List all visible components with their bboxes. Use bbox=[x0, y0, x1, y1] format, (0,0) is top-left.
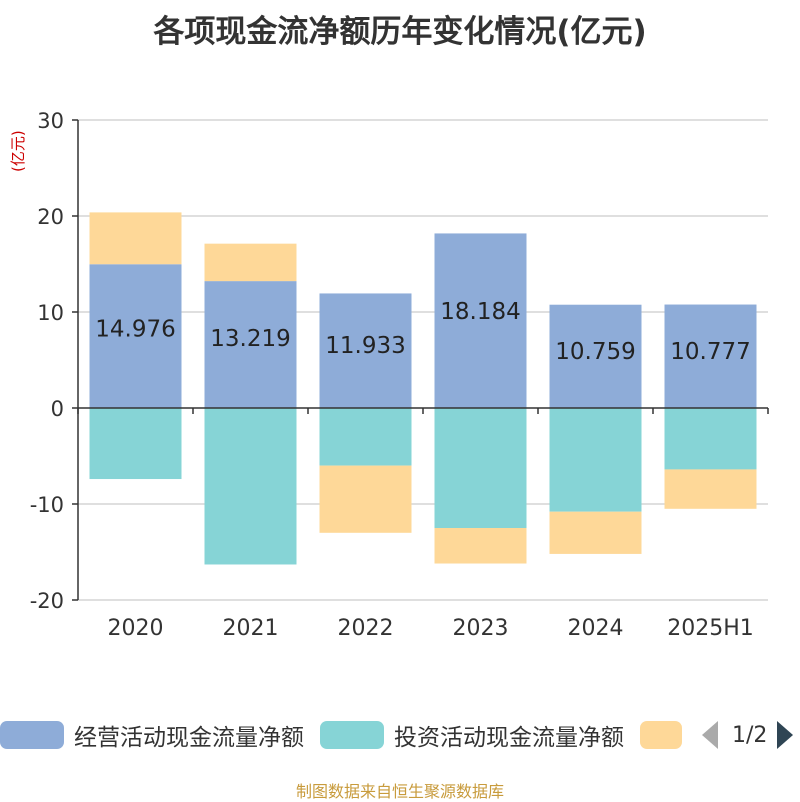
grid-lines bbox=[78, 119, 768, 601]
data-label: 13.219 bbox=[210, 326, 290, 352]
bars bbox=[89, 212, 757, 565]
bar-third-2021 bbox=[204, 243, 297, 282]
bar-operating-2024 bbox=[549, 304, 642, 408]
pager-prev-icon[interactable] bbox=[702, 721, 718, 749]
bar-operating-2021 bbox=[204, 281, 297, 408]
bar-investing-2020 bbox=[89, 408, 182, 480]
data-label: 14.976 bbox=[95, 316, 175, 342]
x-tick-label: 2023 bbox=[453, 616, 509, 641]
x-tick-label: 2025H1 bbox=[667, 616, 754, 641]
bar-investing-2024 bbox=[549, 408, 642, 512]
bar-operating-2020 bbox=[89, 264, 182, 408]
axes: 30 20 10 0 -10 -20 2020 2021 2022 2023 2024 2025H1 bbox=[30, 109, 769, 641]
bar-investing-2025H1 bbox=[664, 408, 757, 470]
bar-operating-2025H1 bbox=[664, 304, 757, 408]
bar-third-2020 bbox=[89, 212, 182, 265]
x-tick-label: 2020 bbox=[108, 616, 164, 641]
y-tick-label: -20 bbox=[30, 589, 64, 613]
legend-item-third[interactable] bbox=[640, 715, 692, 755]
bar-investing-2021 bbox=[204, 408, 297, 565]
bar-investing-2022 bbox=[319, 408, 412, 466]
bar-third-2022 bbox=[319, 465, 412, 533]
bar-operating-2023 bbox=[434, 233, 527, 408]
data-label: 11.933 bbox=[325, 333, 405, 359]
data-label: 10.759 bbox=[555, 339, 635, 365]
bar-investing-2023 bbox=[434, 408, 527, 528]
data-labels: 14.976 13.219 11.933 18.184 10.759 10.777 bbox=[95, 299, 750, 365]
y-tick-label: 20 bbox=[37, 205, 64, 229]
x-tick-label: 2022 bbox=[338, 616, 394, 641]
y-tick-label: 0 bbox=[51, 397, 64, 421]
legend-swatch-operating bbox=[0, 721, 64, 749]
pager-page-indicator: 1/2 bbox=[732, 722, 768, 748]
x-tick-label: 2021 bbox=[223, 616, 279, 641]
y-tick-label: -10 bbox=[30, 493, 64, 517]
chart-title: 各项现金流净额历年变化情况(亿元) bbox=[153, 14, 647, 50]
bar-third-2025H1 bbox=[664, 469, 757, 509]
y-tick-label: 10 bbox=[37, 301, 64, 325]
bar-operating-2022 bbox=[319, 293, 412, 408]
pager-next-icon[interactable] bbox=[777, 721, 794, 749]
data-label: 18.184 bbox=[440, 299, 520, 325]
legend-item-investing[interactable]: 投资活动现金流量净额 bbox=[320, 715, 624, 755]
x-tick-label: 2024 bbox=[568, 616, 624, 641]
legend-label-operating: 经营活动现金流量净额 bbox=[74, 725, 304, 751]
data-source-note: 制图数据来自恒生聚源数据库 bbox=[295, 782, 504, 801]
bar-third-2023 bbox=[434, 528, 527, 564]
legend-pager: 1/2 bbox=[700, 718, 800, 752]
data-label: 10.777 bbox=[670, 339, 750, 365]
legend-label-investing: 投资活动现金流量净额 bbox=[394, 725, 624, 751]
legend-swatch-investing bbox=[320, 721, 384, 749]
y-tick-label: 30 bbox=[37, 109, 64, 133]
bar-third-2024 bbox=[549, 511, 642, 554]
legend-swatch-third bbox=[640, 721, 682, 749]
legend-item-operating[interactable]: 经营活动现金流量净额 bbox=[0, 715, 304, 755]
legend: 经营活动现金流量净额 投资活动现金流量净额 bbox=[0, 715, 800, 755]
